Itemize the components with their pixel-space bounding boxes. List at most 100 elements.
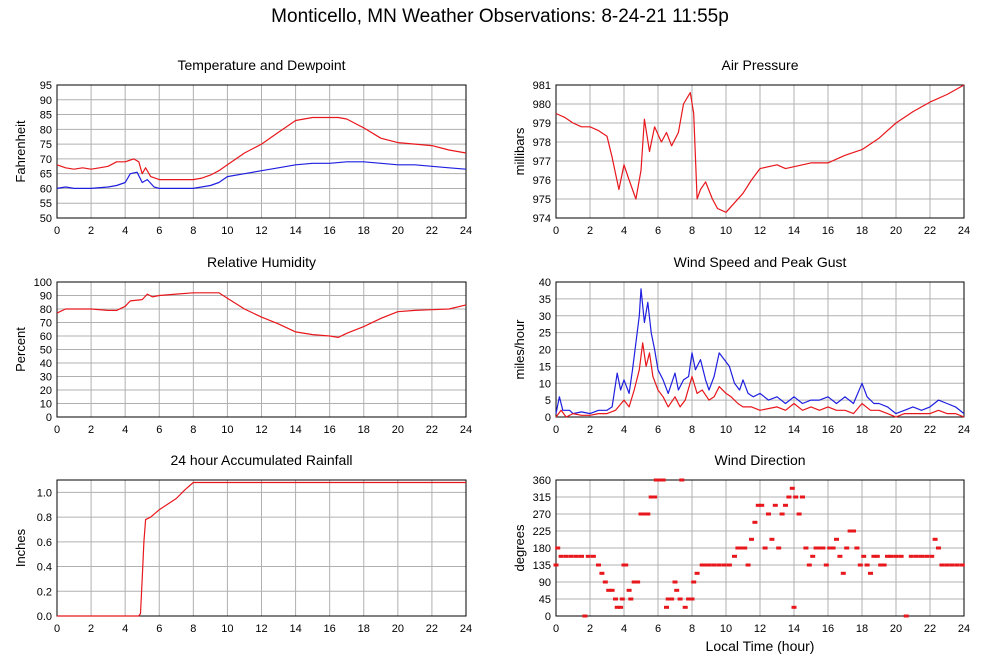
x-tick-label: 10 (720, 424, 732, 436)
y-axis-label: Percent (13, 327, 28, 372)
data-point (726, 563, 732, 567)
y-tick-label: 0 (46, 412, 52, 424)
data-point (834, 537, 839, 541)
x-tick-label: 4 (122, 623, 128, 635)
data-point (786, 495, 792, 499)
data-point (669, 597, 675, 601)
data-point (924, 554, 930, 558)
y-tick-label: 180 (533, 543, 551, 555)
data-point (749, 537, 754, 541)
y-tick-label: 270 (533, 509, 551, 521)
series-line-red (555, 342, 965, 418)
x-tick-label: 20 (392, 424, 404, 436)
data-point (563, 554, 569, 558)
x-tick-label: 8 (689, 225, 695, 237)
data-point (706, 563, 712, 567)
y-tick-label: 0.0 (37, 611, 52, 623)
x-tick-label: 24 (460, 623, 472, 635)
data-point (820, 546, 826, 550)
y-tick-label: 974 (533, 213, 551, 225)
data-point (827, 546, 833, 550)
y-tick-label: 80 (40, 124, 52, 136)
x-tick-label: 24 (958, 623, 970, 635)
x-tick-label: 4 (122, 225, 128, 237)
data-point (618, 605, 624, 609)
y-tick-label: 315 (533, 492, 551, 504)
y-tick-label: 20 (539, 345, 551, 357)
data-point (903, 614, 909, 618)
data-point (844, 546, 850, 550)
y-tick-label: 35 (539, 294, 551, 306)
x-tick-label: 2 (587, 225, 593, 237)
y-tick-label: 0.2 (37, 586, 52, 598)
data-point (657, 478, 663, 482)
data-point (796, 512, 802, 516)
series-line-blue (56, 161, 467, 189)
y-tick-label: 60 (40, 331, 52, 343)
data-point (614, 605, 620, 609)
y-tick-label: 60 (40, 183, 52, 195)
x-tick-label: 22 (924, 623, 936, 635)
x-axis-label: Local Time (hour) (706, 638, 815, 654)
series-line-blue (555, 288, 965, 415)
y-tick-label: 40 (539, 277, 551, 289)
y-tick-label: 95 (40, 80, 52, 92)
data-point (783, 503, 788, 507)
y-axis-label: miles/hour (512, 319, 527, 380)
data-point (881, 563, 887, 567)
data-point (868, 571, 873, 575)
y-tick-label: 0.8 (37, 512, 52, 524)
x-tick-label: 8 (190, 623, 196, 635)
data-point (677, 597, 683, 601)
x-tick-label: 12 (754, 424, 766, 436)
x-tick-label: 4 (122, 424, 128, 436)
y-tick-label: 980 (533, 99, 551, 111)
data-point (590, 554, 596, 558)
x-tick-label: 0 (553, 424, 559, 436)
data-point (745, 563, 751, 567)
y-tick-label: 10 (539, 378, 551, 390)
data-point (837, 554, 843, 558)
data-point (613, 597, 618, 601)
x-tick-label: 12 (255, 623, 267, 635)
data-point (602, 580, 608, 584)
series-line-red (56, 292, 467, 338)
data-point (857, 563, 863, 567)
y-tick-label: 981 (533, 80, 551, 92)
y-tick-label: 977 (533, 156, 551, 168)
data-point (672, 580, 678, 584)
y-tick-label: 0.6 (37, 537, 52, 549)
data-point (759, 503, 765, 507)
x-tick-label: 22 (924, 424, 936, 436)
data-point (762, 546, 768, 550)
data-point (638, 512, 644, 516)
data-point (558, 554, 564, 558)
x-tick-label: 20 (890, 424, 902, 436)
data-point (568, 554, 574, 558)
data-point (949, 563, 955, 567)
plot-frame (56, 84, 467, 219)
chart-rain: 0.00.20.40.60.81.00 2 4 6 8 10 12 14 16 18 20 22 242… (13, 452, 472, 635)
data-point (738, 546, 744, 550)
y-tick-label: 978 (533, 137, 551, 149)
y-tick-label: 50 (40, 345, 52, 357)
x-tick-label: 16 (822, 623, 834, 635)
y-tick-label: 50 (40, 213, 52, 225)
x-tick-label: 8 (190, 424, 196, 436)
x-tick-label: 12 (754, 225, 766, 237)
data-point (752, 520, 758, 524)
x-tick-label: 4 (621, 225, 627, 237)
x-tick-label: 10 (221, 424, 233, 436)
data-point (893, 554, 899, 558)
y-tick-label: 75 (40, 139, 52, 151)
data-point (555, 546, 561, 550)
data-point (878, 563, 884, 567)
data-point (582, 614, 588, 618)
x-tick-label: 14 (788, 424, 800, 436)
data-point (806, 563, 812, 567)
data-point (679, 478, 685, 482)
x-tick-label: 8 (689, 424, 695, 436)
x-tick-label: 16 (324, 424, 336, 436)
data-point (959, 563, 965, 567)
